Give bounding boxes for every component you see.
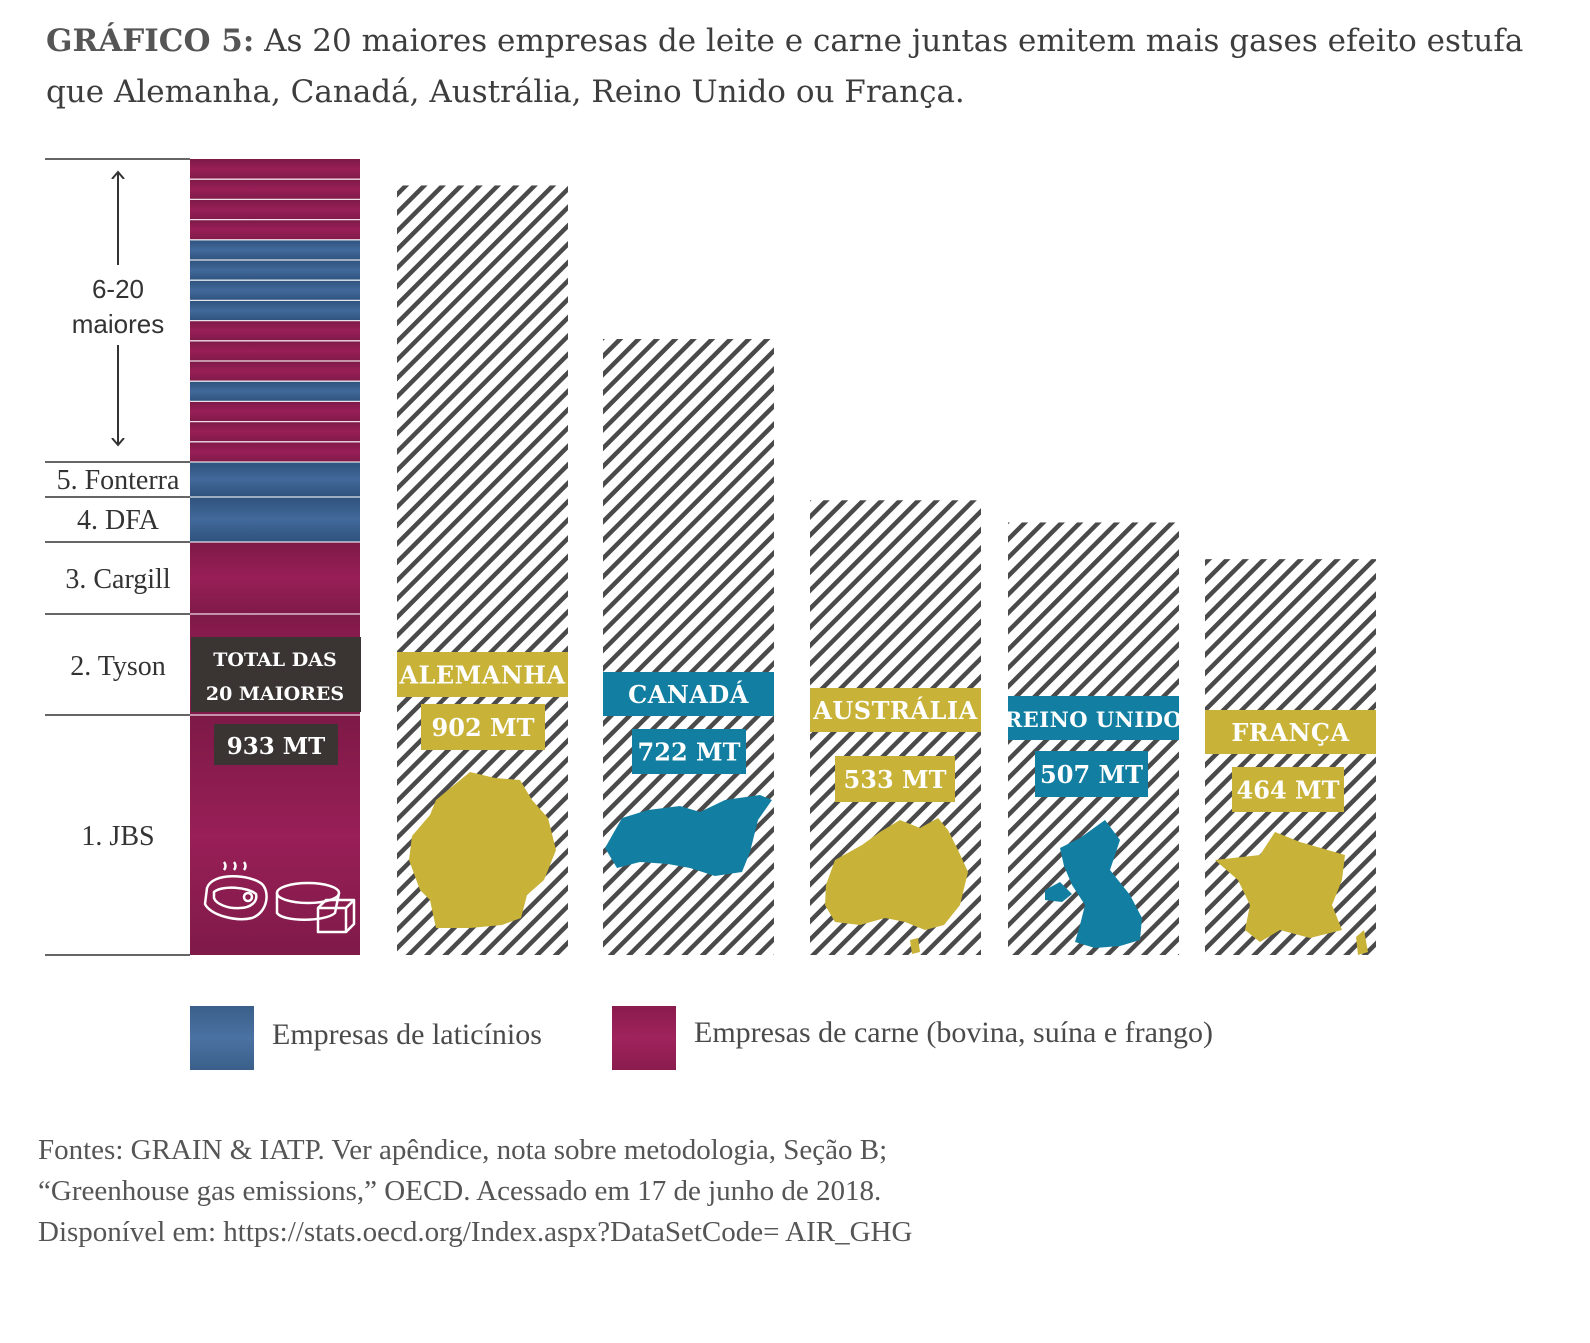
country-bar-group: AUSTRÁLIA 533 MT [810,500,981,955]
country-value-box [421,704,545,750]
stack-segment-small [190,219,360,240]
country-map-shape [825,818,968,954]
stack-segment-small [190,441,360,462]
country-value-box [1232,767,1344,812]
country-map-shape [409,772,556,928]
country-map-shape [605,795,772,876]
total-label-box [191,637,361,712]
country-label-box [397,652,568,697]
steak-icon [203,861,268,921]
stack-segment-small [190,381,360,402]
source-line: Disponível em: https://stats.oecd.org/In… [38,1216,913,1248]
country-value-label: 722 MT [638,738,741,767]
country-bar-group: FRANÇA 464 MT [1205,559,1376,955]
company-label: 1. JBS [81,821,154,852]
country-label: FRANÇA [1231,718,1349,747]
total-label: 20 MAIORES [206,683,344,705]
company-label: 4. DFA [77,505,160,536]
country-label-box [1008,696,1179,740]
chart-title-text: As 20 maiores empresas de leite e carne … [46,23,1524,110]
country-label: AUSTRÁLIA [812,696,978,725]
country-bar-group: ALEMANHA 902 MT [397,185,568,956]
country-value-label: 507 MT [1040,760,1143,789]
stack-segment-small [190,239,360,260]
total-value-box [214,724,338,765]
company-axis: 1. JBS 2. Tyson 3. Cargill 4. DFA 5. Fonterr… [45,158,190,956]
country-label: ALEMANHA [398,661,565,690]
chart-title: GRÁFICO 5: As 20 maiores empresas de lei… [46,16,1526,118]
source-line: “Greenhouse gas emissions,” OECD. Acessa… [38,1175,882,1207]
legend-label-dairy: Empresas de laticínios [272,1018,542,1051]
stack-segment-small [190,361,360,382]
country-label: REINO UNIDO [1005,707,1182,732]
company-stack: TOTAL DAS 20 MAIORES 933 MT [190,159,361,955]
country-value-box [835,756,955,802]
stack-segment-small [190,179,360,200]
stack-segment-small [190,280,360,301]
country-bar-group: CANADÁ 722 MT [603,339,774,955]
legend-swatch-dairy [190,1006,254,1070]
source-line: Fontes: GRAIN & IATP. Ver apêndice, nota… [38,1134,888,1166]
country-value-label: 902 MT [432,713,535,742]
country-bars: ALEMANHA 902 MT CANADÁ 722 MT AUSTRÁLIA 533 M… [397,185,1376,956]
country-label-box [810,688,981,732]
stack-segment-company-3 [190,542,360,614]
chart-title-prefix: GRÁFICO 5: [46,23,255,59]
country-label: CANADÁ [628,680,749,709]
country-value-label: 533 MT [844,765,947,794]
range-label: 6-20 [92,274,144,304]
total-label: TOTAL DAS [213,649,336,671]
emissions-chart: TOTAL DAS 20 MAIORES 933 MT 1. JBS 2. Tyson… [45,158,1376,956]
stack-segment-company-4 [190,497,360,542]
stack-segment-small [190,320,360,341]
stack-segment-small [190,421,360,442]
stack-segment-small [190,199,360,220]
legend-label-meat: Empresas de carne (bovina, suína e frang… [694,1016,1213,1049]
total-value-label: 933 MT [227,733,326,760]
country-value-box [1035,751,1148,797]
country-label-box [603,672,774,716]
country-map-shape [1045,820,1142,948]
country-value-box [632,729,746,774]
country-bar-group: REINO UNIDO 507 MT [1005,522,1182,955]
stack-segment-small [190,159,360,180]
company-label: 2. Tyson [70,651,166,682]
country-label-box [1205,710,1376,754]
stack-segment-small [190,260,360,281]
stack-segment-small [190,340,360,361]
company-label: 3. Cargill [65,564,170,595]
legend-swatch-meat [612,1006,676,1070]
stack-segment-small [190,401,360,422]
country-value-label: 464 MT [1237,776,1340,805]
cheese-icon [275,881,356,934]
sources-note: Fontes: GRAIN & IATP. Ver apêndice, nota… [38,1130,1338,1253]
range-label: maiores [72,309,164,339]
stack-segment-small [190,300,360,321]
company-label: 5. Fonterra [57,465,180,496]
country-map-shape [1215,832,1368,955]
stack-segment-company-5 [190,462,360,497]
